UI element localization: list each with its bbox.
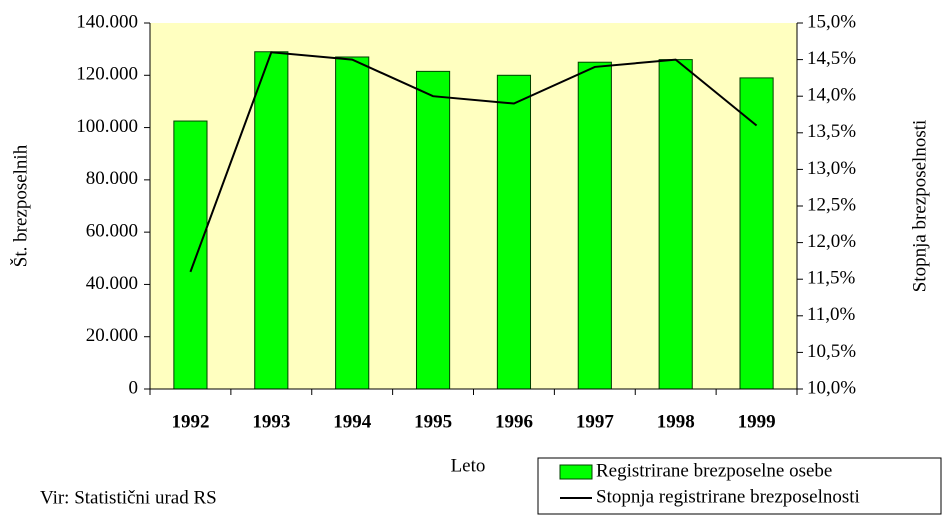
y2-tick-label: 10,0% — [807, 377, 856, 398]
y2-tick-label: 12,0% — [807, 231, 856, 252]
bar — [577, 61, 612, 390]
plot-area — [150, 23, 797, 389]
x-tick-label: 1993 — [252, 411, 290, 432]
y-tick-label: 40.000 — [86, 273, 138, 294]
y-tick-label: 0 — [129, 377, 139, 398]
x-tick-label: 1996 — [495, 411, 533, 432]
y2-tick-label: 10,5% — [807, 341, 856, 362]
legend-swatch — [559, 464, 593, 480]
y-axis-label: Št. brezposelnih — [9, 144, 31, 267]
bar — [173, 120, 208, 390]
y-tick-label: 20.000 — [86, 325, 138, 346]
x-tick-label: 1994 — [333, 411, 372, 432]
y2-tick-label: 14,0% — [807, 85, 856, 106]
bar — [254, 51, 289, 390]
y-tick-label: 100.000 — [76, 116, 138, 137]
x-tick-label: 1997 — [576, 411, 615, 432]
legend-label: Registrirane brezposelne osebe — [596, 460, 832, 481]
y-tick-label: 140.000 — [76, 11, 138, 32]
y2-tick-label: 13,5% — [807, 121, 856, 142]
bar — [415, 70, 451, 390]
line — [189, 51, 758, 273]
bar — [739, 77, 774, 390]
y-tick-label: 60.000 — [86, 221, 138, 242]
y2-tick-label: 12,5% — [807, 194, 856, 215]
bar — [658, 59, 693, 390]
y2-tick-label: 11,5% — [807, 268, 856, 289]
legend — [537, 457, 942, 515]
bar — [335, 56, 370, 390]
legend-label: Stopnja registrirane brezposelnosti — [596, 486, 860, 507]
bar — [496, 74, 532, 390]
y2-tick-label: 11,0% — [807, 304, 856, 325]
source: Vir: Statistični urad RS — [40, 487, 217, 508]
x-tick-label: 1995 — [414, 411, 452, 432]
y2-tick-label: 14,5% — [807, 48, 856, 69]
y-tick-label: 80.000 — [86, 168, 138, 189]
y-tick-label: 120.000 — [76, 64, 138, 85]
x-tick-label: 1998 — [657, 411, 695, 432]
x-tick-label: 1992 — [171, 411, 209, 432]
y2-tick-label: 15,0% — [807, 11, 856, 32]
x-axis-label: Leto — [451, 455, 486, 476]
y2-tick-label: 13,0% — [807, 158, 856, 179]
x-tick-label: 1999 — [738, 411, 776, 432]
y2-axis-label: Stopnja brezposelnosti — [909, 120, 930, 293]
